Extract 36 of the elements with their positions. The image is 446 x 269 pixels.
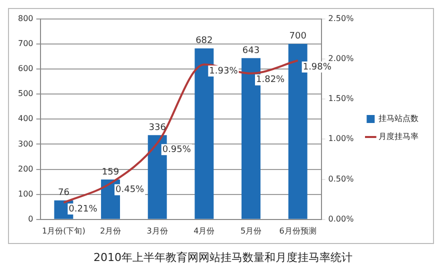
x-tick-label: 5月份 — [240, 226, 262, 236]
data-label: 682 — [196, 36, 213, 46]
y-tick-label: 500 — [18, 89, 34, 98]
data-label: 76 — [58, 188, 70, 198]
data-label: 700 — [289, 32, 307, 42]
y-tick-label: 800 — [18, 14, 34, 23]
data-label: 336 — [148, 122, 166, 133]
legend-label: 月度挂马率 — [378, 132, 419, 142]
y-tick-label: 400 — [18, 114, 34, 124]
x-tick-label: 4月份 — [194, 226, 215, 236]
y-tick-label: 600 — [18, 64, 34, 74]
data-label: 1.98% — [302, 62, 332, 72]
y2-tick-label: 0.50% — [328, 174, 354, 184]
y-tick-label: 100 — [18, 189, 34, 198]
x-tick-label: 2月份 — [100, 226, 122, 236]
x-tick-label: 1月份(下旬) — [42, 226, 86, 236]
data-label: 0.45% — [116, 185, 145, 196]
y-tick-label: 300 — [18, 139, 34, 148]
data-label: 159 — [102, 167, 120, 178]
y2-tick-label: 1.00% — [328, 134, 354, 144]
legend-label: 挂马站点数 — [378, 114, 419, 124]
data-label: 643 — [242, 46, 260, 56]
x-tick-label: 6月份预测 — [279, 226, 316, 236]
y-tick-label: 700 — [18, 38, 34, 48]
data-label: 1.82% — [256, 75, 286, 86]
data-label: 1.93% — [209, 66, 238, 76]
x-tick-label: 3月份 — [146, 226, 168, 236]
y-tick-label: 0 — [28, 214, 34, 224]
y2-tick-label: 2.50% — [328, 14, 354, 23]
y2-tick-label: 0.00% — [328, 214, 354, 224]
text: 2010年上半年教育网网站挂马数量和月度挂马率统计 — [92, 250, 354, 265]
data-label: 0.95% — [162, 145, 192, 156]
y2-tick-label: 1.50% — [328, 94, 354, 104]
y-tick-label: 200 — [18, 164, 34, 174]
y2-tick-label: 2.00% — [328, 54, 354, 63]
data-label: 0.21% — [68, 204, 98, 214]
